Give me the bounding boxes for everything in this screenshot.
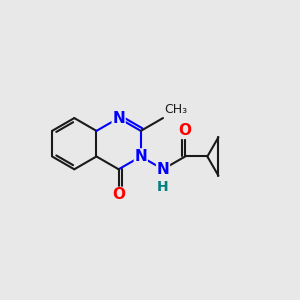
Text: CH₃: CH₃ [164,103,187,116]
Text: H: H [157,180,169,194]
Text: N: N [112,111,125,126]
Text: N: N [157,162,169,177]
Text: O: O [179,123,192,138]
Text: N: N [134,149,147,164]
Text: O: O [112,188,125,202]
